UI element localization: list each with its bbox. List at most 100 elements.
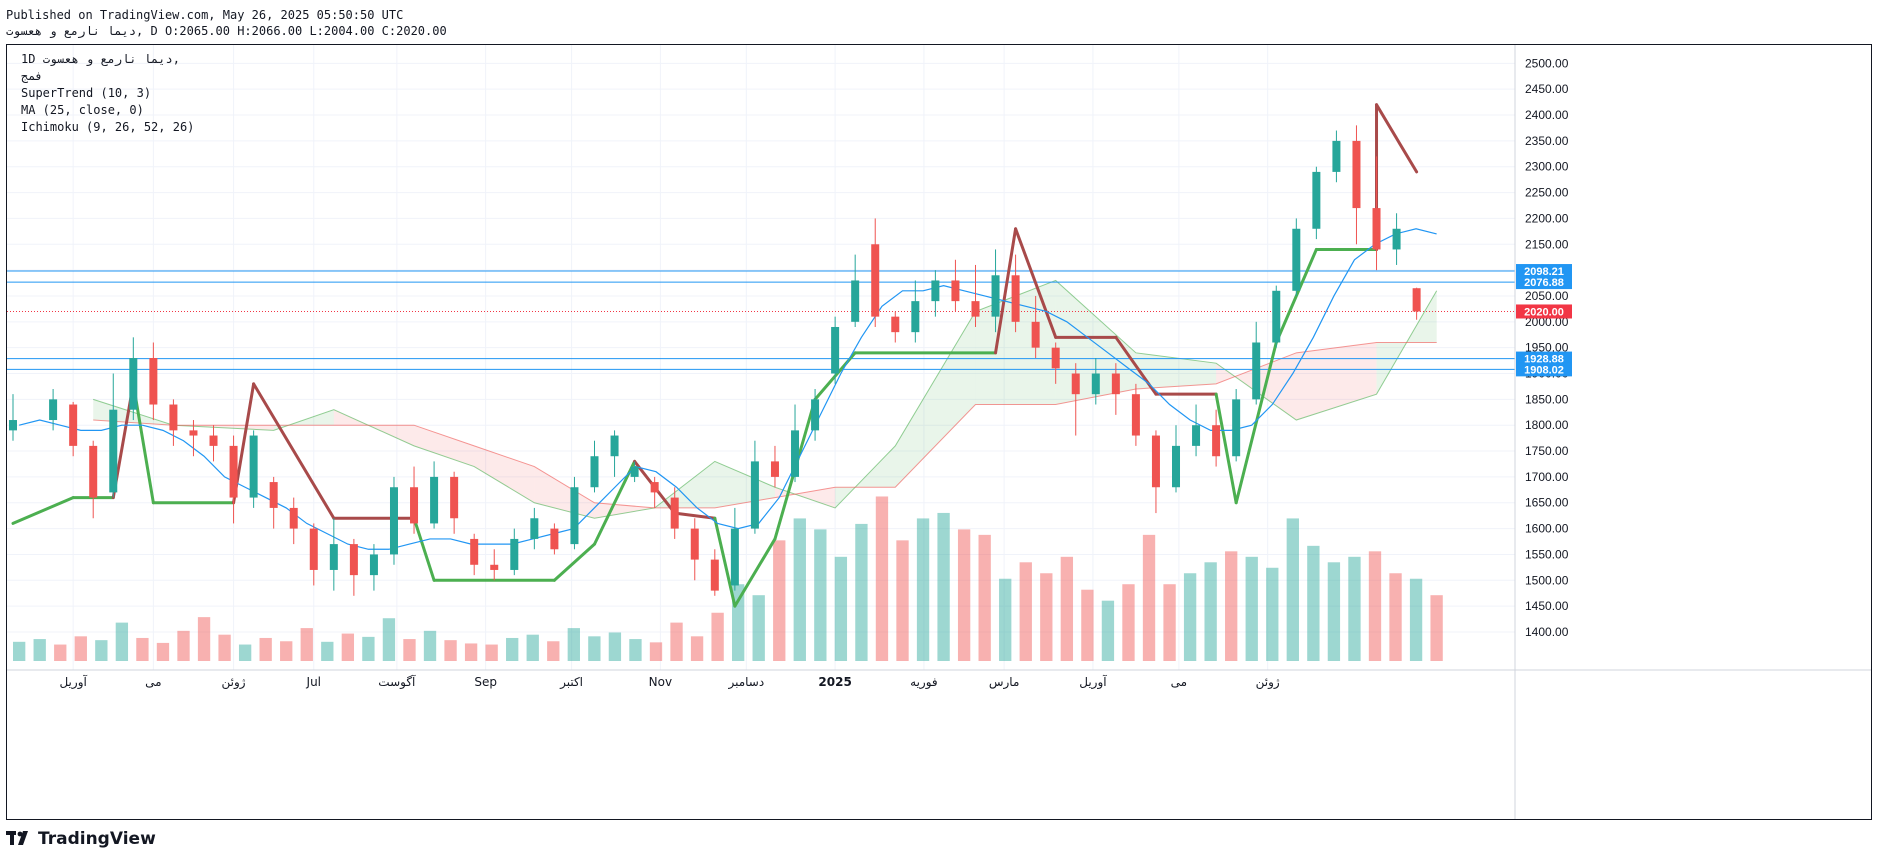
volume-bar	[1122, 584, 1135, 661]
y-tick-label: 1800.00	[1525, 418, 1569, 432]
ichimoku-cloud-segment	[714, 461, 775, 508]
candle-body	[1252, 342, 1261, 400]
y-tick-label: 2450.00	[1525, 82, 1569, 96]
candle-body	[650, 482, 659, 493]
candle-body	[1392, 228, 1401, 250]
candle-body	[129, 358, 138, 410]
supertrend-segment	[713, 516, 737, 608]
y-tick-label: 1750.00	[1525, 444, 1569, 458]
chart-svg[interactable]: 1400.00 1450.00 1500.00 1550.00 1600.00 1650.…	[7, 45, 1871, 819]
x-tick-label: مارس	[989, 675, 1020, 690]
candle-body	[349, 544, 358, 576]
volume-bar	[115, 622, 129, 661]
volume-bar	[711, 612, 724, 661]
y-tick-label: 1500.00	[1525, 573, 1569, 587]
candle-body	[309, 528, 318, 570]
ichimoku-span-b	[93, 341, 1437, 509]
volume-bar	[814, 529, 827, 661]
x-tick-label: Sep	[474, 675, 497, 689]
volume-bar	[752, 595, 765, 661]
volume-bar	[485, 644, 498, 661]
candle-body	[1412, 288, 1421, 312]
candle-body	[851, 280, 860, 322]
candle-body	[770, 461, 779, 477]
candle-body	[1091, 373, 1100, 395]
volume-bar	[300, 628, 313, 661]
y-tick-label: 2350.00	[1525, 134, 1569, 148]
tradingview-brand[interactable]: TradingView	[6, 828, 156, 850]
candle-body	[49, 399, 58, 421]
candle-body	[710, 559, 719, 591]
candle-body	[189, 430, 198, 436]
y-tick-label: 2050.00	[1525, 289, 1569, 303]
volume-bar	[1245, 556, 1258, 661]
y-tick-label: 1850.00	[1525, 392, 1569, 406]
candle-body	[249, 435, 258, 498]
y-tick-label: 2150.00	[1525, 237, 1569, 251]
candle-body	[1151, 435, 1160, 488]
x-tick-label: آوریل	[1079, 674, 1107, 690]
volume-bar	[1327, 562, 1341, 661]
candle-body	[1312, 171, 1321, 229]
x-tick-label: Nov	[649, 675, 672, 689]
candle-body	[1332, 140, 1341, 172]
candle-body	[1272, 290, 1281, 343]
x-tick-label: آوریل	[59, 674, 87, 690]
candle-body	[1011, 275, 1020, 322]
volume-bar	[238, 644, 252, 661]
ichimoku-cloud-segment	[895, 311, 976, 488]
volume-bar	[1142, 534, 1156, 661]
volume-bar	[506, 637, 519, 661]
volume-bar	[649, 642, 663, 661]
last-price-tag-bg	[1516, 304, 1572, 319]
candle-body	[590, 456, 599, 488]
volume-bar	[1368, 551, 1382, 661]
candle-body	[570, 487, 579, 545]
candle-body	[9, 420, 17, 431]
candle-body	[269, 482, 278, 508]
volume-bar	[916, 518, 930, 661]
volume-bar	[1307, 545, 1320, 661]
chart-frame[interactable]: 1400.00 1450.00 1500.00 1550.00 1600.00 1650.…	[6, 44, 1872, 820]
volume-bar	[875, 496, 889, 661]
x-tick-label: Jul	[306, 675, 321, 689]
volume-bar	[1081, 589, 1094, 661]
ichimoku-cloud-segment	[534, 466, 595, 519]
legend-exchange: فمج	[21, 69, 43, 83]
x-tick-label: می	[145, 675, 161, 689]
ichimoku-span-a	[93, 279, 1438, 519]
candle-body	[490, 564, 499, 570]
candle-body	[470, 538, 479, 565]
candle-body	[791, 430, 800, 477]
x-tick-label: ژوئن	[222, 675, 246, 690]
candle-body	[811, 399, 820, 431]
price-tag-bg	[1516, 351, 1572, 366]
volume-bar	[690, 636, 704, 661]
candle-body	[209, 435, 218, 446]
volume-bar	[834, 556, 848, 661]
candle-body	[1292, 228, 1301, 291]
volume-bar	[1204, 562, 1217, 661]
supertrend-segment	[11, 496, 75, 525]
last-price-tag-label: 2020.00	[1524, 306, 1564, 318]
candle-body	[670, 497, 679, 529]
supertrend-segment	[1234, 340, 1278, 505]
volume-bar	[1286, 518, 1299, 661]
volume-bar	[95, 640, 108, 661]
y-tick-label: 1400.00	[1525, 625, 1569, 639]
candle-body	[750, 461, 759, 529]
y-tick-label: 2200.00	[1525, 211, 1569, 225]
brand-name: TradingView	[38, 829, 156, 849]
volume-bar	[1163, 584, 1176, 661]
volume-bar	[773, 540, 786, 661]
supertrend-segment	[1214, 392, 1238, 505]
volume-bar	[793, 518, 806, 661]
supertrend-segment	[552, 542, 597, 582]
candle-body	[369, 554, 378, 576]
volume-bar	[13, 641, 26, 661]
candle-body	[1352, 140, 1361, 209]
volume-bar	[54, 644, 67, 661]
candle-body	[389, 487, 398, 555]
candle-body	[550, 528, 559, 550]
ohlc-line: دیما نارمع و هعسوت, D O:2065.00 H:2066.0…	[6, 24, 447, 38]
